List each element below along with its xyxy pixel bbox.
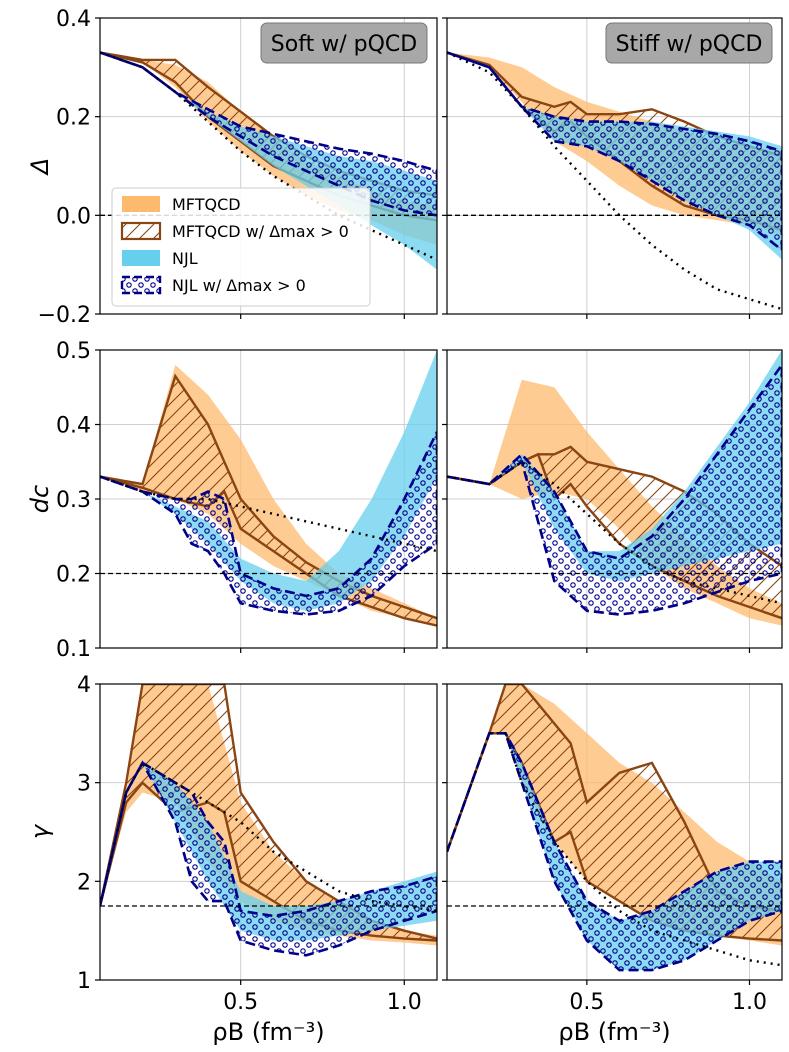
- legend-swatch: [122, 250, 160, 266]
- series-dots-3: [447, 362, 782, 616]
- ylabel: Δ: [26, 158, 54, 176]
- axes-frame: [446, 683, 783, 981]
- legend-label: MFTQCD w/ Δmax > 0: [172, 222, 349, 241]
- series-dotted: [447, 51, 782, 311]
- axes-frame: [446, 17, 783, 315]
- xlabel: ρB (fm⁻³): [212, 1018, 324, 1046]
- panel-0: 0.4 0.2 0.0 −0.2 Δ Soft w/ pQCD MFTQCD MFTQCD w…: [26, 7, 438, 328]
- series-dots-3: [447, 732, 782, 972]
- xtick-label: 1.0: [387, 990, 422, 1015]
- axes-frame: [99, 17, 438, 315]
- ytick-label: −0.2: [38, 303, 91, 328]
- series-dotted: [447, 460, 782, 605]
- series-hatch-fill-1: [447, 684, 782, 941]
- ytick-label: 0.4: [56, 414, 91, 439]
- series-hatch-upper-1: [100, 373, 437, 620]
- xtick-label: 1.0: [732, 990, 767, 1015]
- ytick-label: 0.1: [56, 637, 91, 662]
- panel-tag-box: [605, 22, 773, 64]
- panel-4: 4 3 2 1 γ 0.5 1.0 ρB (fm⁻³): [26, 673, 438, 1046]
- panel-tag-box: [260, 22, 428, 64]
- series-hatch-fill-1: [100, 684, 437, 941]
- xtick-label: 0.5: [569, 990, 604, 1015]
- ytick-label: 2: [77, 870, 91, 895]
- ytick-label: 0.2: [56, 106, 91, 131]
- series-band-2: [100, 52, 437, 270]
- series-hatch-lower-1: [100, 780, 437, 942]
- ytick-label: 0.5: [56, 339, 91, 364]
- ytick-label: 4: [77, 673, 91, 698]
- ytick-label: 1: [77, 969, 91, 994]
- legend-label: NJL: [172, 249, 198, 268]
- series-dots-3: [100, 760, 437, 957]
- legend-swatch: [120, 275, 162, 295]
- series-dots-3: [447, 51, 782, 252]
- ytick-label: 0.0: [56, 204, 91, 229]
- series-dots-3: [100, 431, 437, 616]
- panel-tag: Stiff w/ pQCD: [616, 32, 763, 57]
- legend-swatch: [122, 196, 160, 212]
- panel-2: 0.5 0.4 0.3 0.2 0.1 dc: [26, 339, 438, 662]
- ytick-label: 0.3: [56, 488, 91, 513]
- panel-tag: Soft w/ pQCD: [271, 32, 417, 57]
- panel-5: 0.5 1.0 ρB (fm⁻³): [442, 683, 783, 1046]
- series-dots-3: [100, 51, 437, 217]
- legend-swatch: [120, 221, 162, 241]
- ytick-label: 0.2: [56, 563, 91, 588]
- xlabel: ρB (fm⁻³): [558, 1018, 670, 1046]
- axes-frame: [99, 683, 438, 981]
- ytick-label: 3: [77, 772, 91, 797]
- ylabel: γ: [26, 823, 54, 839]
- panel-1: Stiff w/ pQCD: [442, 17, 783, 319]
- ytick-label: 0.4: [56, 7, 91, 32]
- ylabel: dc: [26, 485, 54, 513]
- legend-label: NJL w/ Δmax > 0: [172, 276, 306, 295]
- legend-box: [111, 187, 371, 307]
- xtick-label: 0.5: [223, 990, 258, 1015]
- series-hatch-lower-1: [100, 475, 437, 627]
- series-hatch-fill-1: [100, 376, 437, 626]
- series-band-2: [100, 350, 437, 611]
- legend-label: MFTQCD: [172, 195, 241, 214]
- panel-3: [442, 349, 783, 653]
